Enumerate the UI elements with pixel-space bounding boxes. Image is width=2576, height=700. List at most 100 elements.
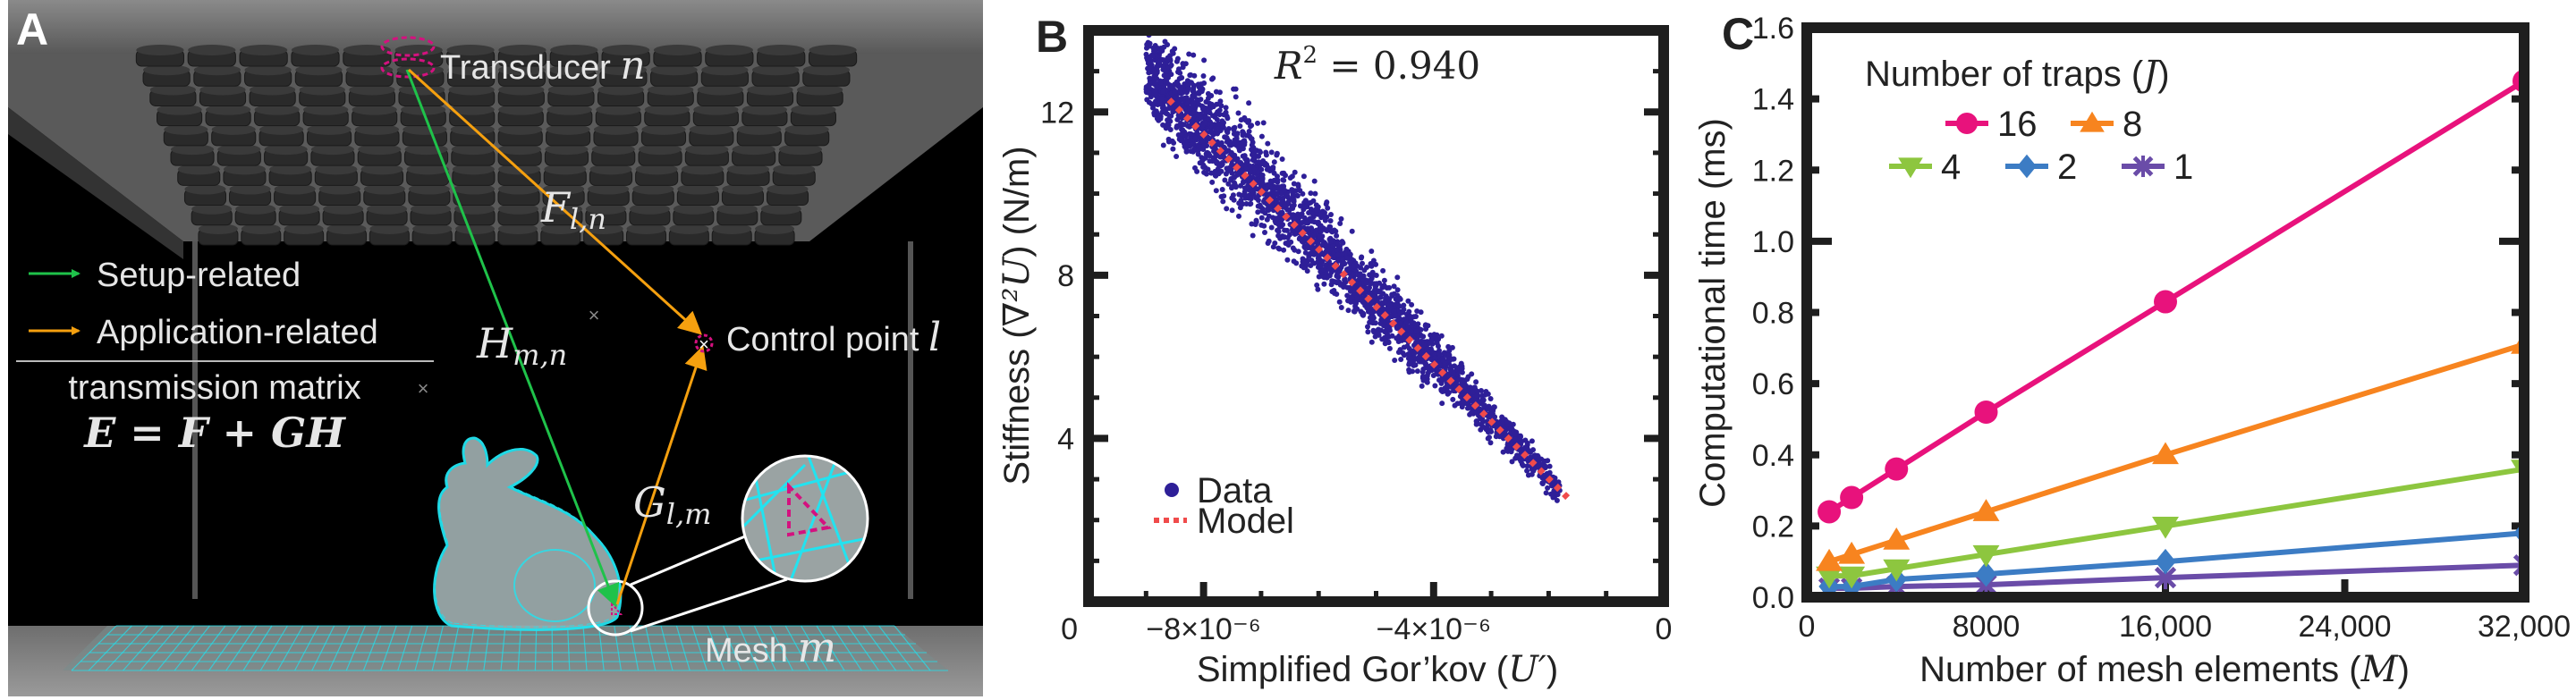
data-point	[1251, 166, 1258, 173]
data-point	[1314, 283, 1320, 288]
transducer-array	[135, 45, 858, 246]
data-point	[1372, 289, 1378, 295]
floor-grid-line	[738, 625, 759, 671]
panel-c-letter: C	[1722, 9, 1754, 59]
transducer-top	[412, 223, 453, 234]
data-point	[1229, 183, 1235, 190]
transducer-top	[498, 123, 543, 135]
data-point	[1222, 134, 1228, 140]
data-point	[1198, 97, 1204, 103]
data-point	[1318, 263, 1324, 269]
transducer-top	[669, 223, 709, 234]
data-point	[1260, 120, 1267, 126]
model-line	[1166, 97, 1571, 501]
H-mn-label: Hm,n	[476, 319, 567, 372]
data-point	[1367, 281, 1373, 287]
data-point	[1406, 308, 1412, 315]
transducer-top	[229, 183, 271, 195]
data-point	[1197, 160, 1203, 166]
data-point	[1350, 271, 1356, 277]
data-point	[1422, 323, 1428, 329]
data-point	[1554, 497, 1560, 503]
marker-triangle-down	[1883, 559, 1911, 582]
data-point	[1213, 148, 1218, 154]
transducer-top	[653, 45, 702, 55]
data-point	[1165, 42, 1171, 47]
panel-b-scatter-chart: B 0 4 8 12 −8×10⁻⁶ −4×10⁻⁶ 0 R2 = 0.940 Data M…	[996, 12, 1672, 690]
data-point	[1552, 475, 1558, 481]
data-point	[1306, 210, 1312, 215]
data-point	[1258, 215, 1265, 221]
data-point	[1275, 179, 1281, 185]
data-point	[1235, 110, 1241, 116]
transducer-top	[673, 203, 714, 215]
data-point	[1295, 249, 1301, 255]
data-point	[1264, 166, 1270, 173]
data-point	[1546, 469, 1553, 476]
transducer-top	[778, 144, 823, 156]
data-point	[1206, 150, 1212, 156]
data-point	[1487, 426, 1494, 433]
transducer-top	[755, 223, 795, 234]
transducer-top	[802, 64, 850, 76]
data-point	[1184, 138, 1191, 144]
matrix-caption: transmission matrix	[68, 369, 360, 407]
data-point	[1394, 335, 1400, 342]
legend-item-1: 1	[2122, 148, 2193, 187]
data-point	[1156, 112, 1162, 118]
data-point	[1424, 373, 1430, 379]
legend-item-2: 2	[2005, 148, 2077, 187]
data-point	[1256, 160, 1262, 166]
data-point	[1425, 365, 1431, 371]
c-x-tick-label: 32,000	[2478, 610, 2571, 644]
transducer-top	[343, 45, 391, 55]
data-point	[1297, 188, 1303, 194]
data-point	[1292, 188, 1299, 194]
data-point	[1232, 124, 1238, 131]
arrow-G-application	[615, 345, 708, 605]
data-point	[1170, 109, 1176, 115]
data-point	[1373, 261, 1379, 267]
data-point	[1159, 96, 1165, 102]
transducer-top	[453, 203, 496, 215]
data-point	[1312, 190, 1318, 197]
data-point	[1218, 103, 1224, 109]
data-point	[1524, 463, 1530, 469]
data-point	[1189, 80, 1195, 86]
transducer-top	[198, 223, 238, 234]
data-point	[1503, 432, 1508, 438]
data-point	[1414, 308, 1420, 314]
panel-c-line-chart: C 0.0 0.2 0.4 0.6 0.8 1.0 1.2 1.4 1.6 0 8000 16,000…	[1693, 9, 2571, 690]
data-point	[1295, 183, 1301, 190]
c-x-tick-label: 24,000	[2299, 610, 2392, 644]
transducer-top	[544, 164, 587, 175]
data-point	[1352, 290, 1358, 296]
transducer-top	[689, 123, 733, 135]
data-point	[1191, 85, 1197, 91]
data-point	[1368, 319, 1375, 325]
data-point	[1344, 255, 1351, 261]
transducer-top	[626, 223, 666, 234]
data-point	[1232, 174, 1237, 181]
marker-diamond	[1975, 561, 1997, 587]
transducer-top	[701, 64, 749, 76]
transducer-top	[303, 104, 349, 115]
data-point	[1201, 57, 1208, 63]
transducer-top	[547, 104, 592, 115]
data-point	[1344, 284, 1351, 291]
data-point	[1160, 142, 1166, 148]
data-point	[1174, 116, 1181, 122]
transducer-top	[250, 84, 296, 96]
data-point	[1253, 219, 1259, 225]
data-point	[1324, 199, 1330, 206]
mesh-inset	[587, 454, 869, 637]
data-point	[1174, 55, 1181, 62]
data-point	[1513, 431, 1519, 437]
transducer-top	[681, 164, 724, 175]
data-point	[1237, 123, 1243, 129]
c-y-tick-label: 1.4	[1752, 83, 1794, 117]
floor-grid-line	[191, 625, 226, 671]
data-point	[1237, 205, 1243, 211]
data-point	[1504, 418, 1510, 425]
marker-diamond	[2017, 154, 2037, 179]
